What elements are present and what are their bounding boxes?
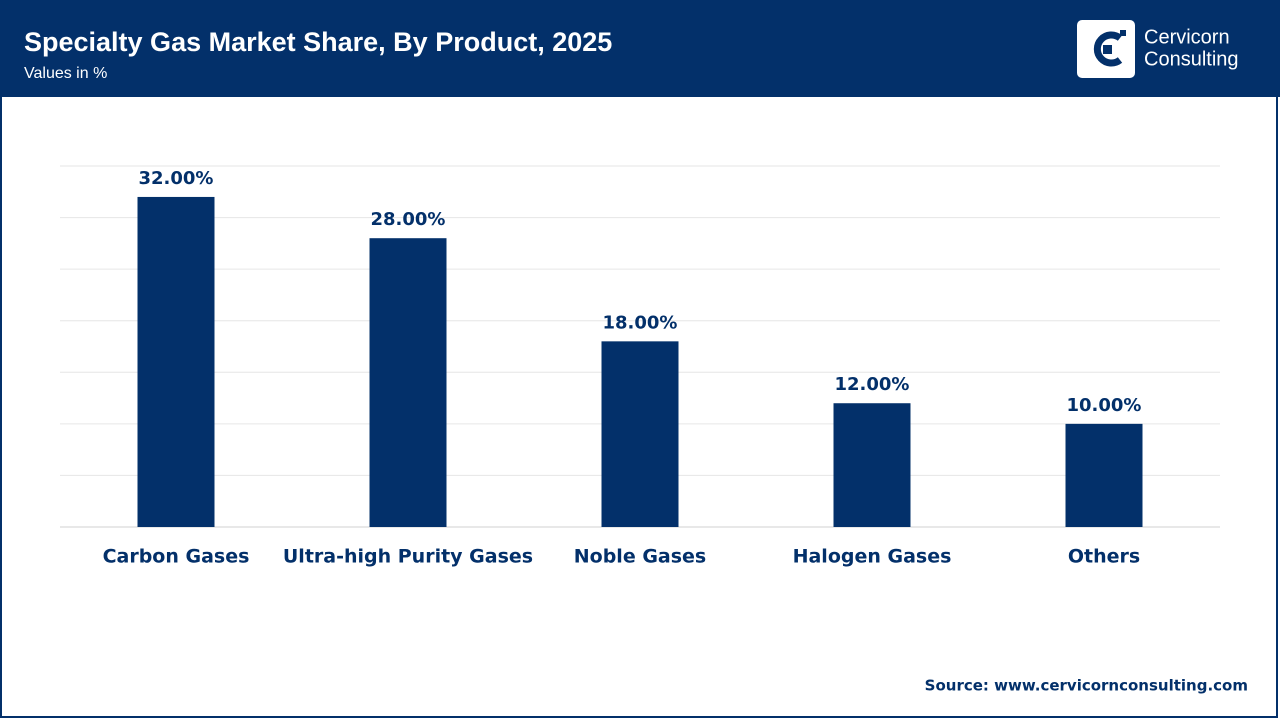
bar bbox=[601, 341, 679, 527]
bar bbox=[833, 403, 911, 527]
data-label: 18.00% bbox=[603, 312, 678, 333]
data-label: 12.00% bbox=[835, 374, 910, 395]
source: Source: www.cervicornconsulting.com bbox=[925, 677, 1248, 695]
data-label: 10.00% bbox=[1067, 395, 1142, 416]
x-tick-label: Others bbox=[1068, 546, 1140, 568]
logo-icon bbox=[1120, 30, 1126, 36]
x-tick-label: Ultra-high Purity Gases bbox=[283, 546, 533, 568]
chart-subtitle: Values in % bbox=[24, 65, 107, 82]
data-label: 28.00% bbox=[371, 209, 446, 230]
bar bbox=[369, 238, 447, 527]
data-label: 32.00% bbox=[139, 168, 214, 189]
bar bbox=[1065, 423, 1143, 527]
chart-title: Specialty Gas Market Share, By Product, … bbox=[24, 27, 612, 57]
x-tick-label: Halogen Gases bbox=[793, 546, 952, 568]
logo: Cervicorn Consulting bbox=[1077, 20, 1239, 78]
x-tick-label: Carbon Gases bbox=[103, 546, 250, 568]
bar bbox=[137, 196, 215, 527]
logo-icon bbox=[1093, 31, 1123, 67]
logo-text: Cervicorn bbox=[1144, 26, 1230, 48]
logo-text: Consulting bbox=[1144, 48, 1239, 70]
logo-icon bbox=[1103, 45, 1112, 54]
header bbox=[0, 0, 1280, 97]
x-tick-label: Noble Gases bbox=[574, 546, 707, 568]
